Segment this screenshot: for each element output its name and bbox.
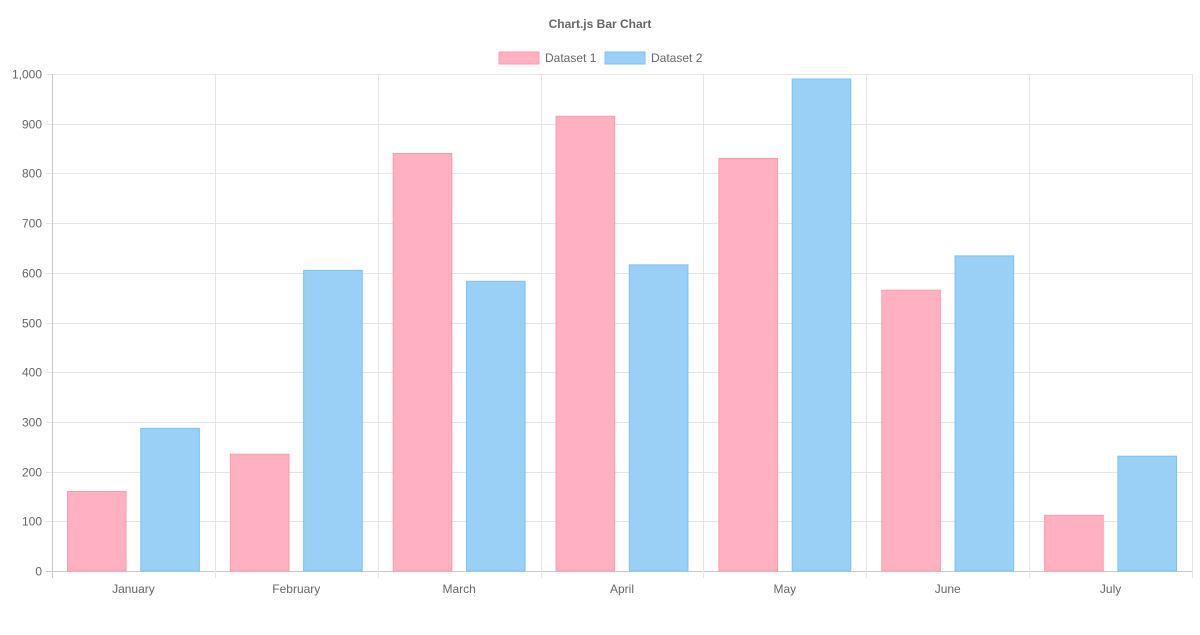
x-tick-label: January [112,582,155,596]
bar-dataset-1-january[interactable] [66,490,127,572]
legend-item-dataset-2[interactable]: Dataset 2 [604,51,703,65]
bar-dataset-2-march[interactable] [465,280,526,572]
y-tick-label: 600 [22,267,42,281]
y-tick-label: 900 [22,118,42,132]
bar-dataset-1-february[interactable] [229,453,290,572]
bar-dataset-1-june[interactable] [881,289,941,572]
bar-dataset-2-february[interactable] [303,269,363,572]
y-tick-label: 100 [22,515,42,529]
legend-label-dataset-1: Dataset 1 [545,51,597,65]
x-tick-label: April [610,582,634,596]
x-tick-label: February [272,582,320,596]
bar-dataset-2-june[interactable] [954,255,1015,572]
bar-dataset-1-may[interactable] [718,157,779,572]
y-tick-label: 700 [22,217,42,231]
bar-dataset-2-may[interactable] [791,78,852,572]
y-tick-label: 800 [22,167,42,181]
bar-dataset-2-january[interactable] [140,427,200,572]
y-tick-label: 500 [22,317,42,331]
grid-lines [46,74,1193,578]
bars [66,78,1178,572]
chart-title: Chart.js Bar Chart [549,17,652,31]
legend-label-dataset-2: Dataset 2 [651,51,703,65]
legend-swatch-dataset-1 [498,51,540,65]
y-tick-label: 1,000 [12,68,42,82]
legend: Dataset 1 Dataset 2 [498,51,703,65]
y-tick-label: 200 [22,466,42,480]
bar-dataset-1-july[interactable] [1044,514,1104,572]
bar-dataset-1-april[interactable] [555,115,616,572]
bar-dataset-1-march[interactable] [392,153,453,572]
y-tick-label: 300 [22,416,42,430]
y-tick-label: 0 [35,565,42,579]
bar-dataset-2-july[interactable] [1117,455,1178,572]
bar-dataset-2-april[interactable] [628,264,689,572]
x-tick-label: May [774,582,797,596]
x-tick-label: June [935,582,961,596]
legend-swatch-dataset-2 [604,51,646,65]
x-tick-label: July [1100,582,1121,596]
y-tick-label: 400 [22,366,42,380]
legend-item-dataset-1[interactable]: Dataset 1 [498,51,597,65]
axes: 0 100 200 300 400 500 600 700 800 900 1,000 January… [12,68,1121,597]
x-tick-label: March [442,582,475,596]
